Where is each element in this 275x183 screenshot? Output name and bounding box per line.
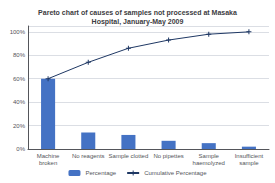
- svg-text:60%: 60%: [13, 76, 26, 82]
- svg-text:20%: 20%: [13, 123, 26, 129]
- svg-text:Percentage: Percentage: [85, 170, 116, 176]
- svg-text:Sample clotted: Sample clotted: [109, 153, 149, 159]
- svg-text:Machine: Machine: [37, 153, 60, 159]
- svg-text:Sample: Sample: [199, 153, 220, 159]
- svg-text:Cumulative Percentage: Cumulative Percentage: [144, 170, 207, 176]
- svg-text:100%: 100%: [10, 29, 26, 35]
- svg-text:Insufficient: Insufficient: [235, 153, 264, 159]
- svg-text:No pipettes: No pipettes: [153, 153, 183, 159]
- svg-text:0%: 0%: [16, 146, 25, 152]
- svg-text:40%: 40%: [13, 99, 26, 105]
- svg-text:80%: 80%: [13, 52, 26, 58]
- svg-text:Hospital, January-May 2009: Hospital, January-May 2009: [92, 18, 184, 26]
- svg-text:No reagents: No reagents: [72, 153, 105, 159]
- svg-text:Pareto chart of causes of samp: Pareto chart of causes of samples not pr…: [38, 9, 237, 17]
- svg-text:broken: broken: [39, 160, 57, 166]
- svg-text:sample: sample: [239, 160, 259, 166]
- svg-text:haemolyzed: haemolyzed: [193, 160, 225, 166]
